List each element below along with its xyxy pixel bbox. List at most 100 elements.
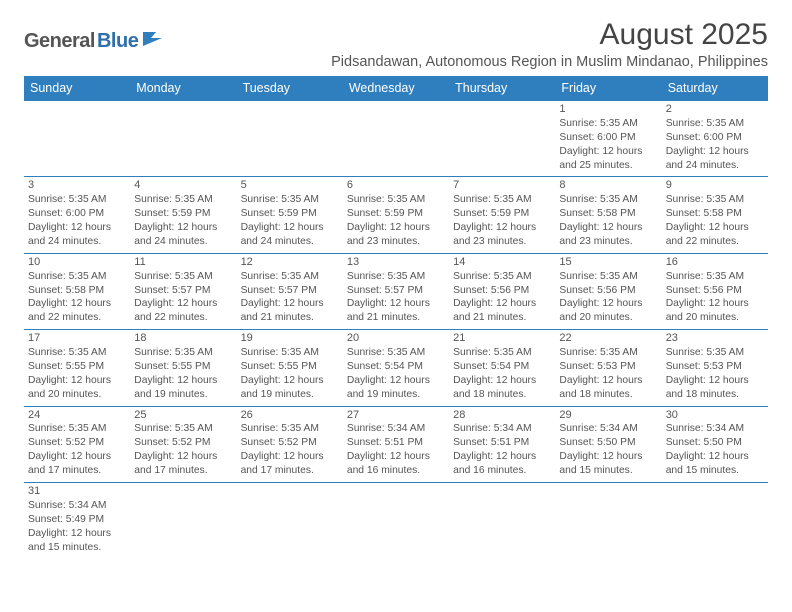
calendar-cell: 11Sunrise: 5:35 AMSunset: 5:57 PMDayligh…	[130, 253, 236, 329]
day-detail: Daylight: 12 hours	[666, 450, 764, 464]
calendar-cell	[237, 101, 343, 177]
day-detail: Daylight: 12 hours	[241, 450, 339, 464]
day-number: 9	[666, 178, 764, 193]
day-detail: and 15 minutes.	[28, 541, 126, 555]
day-detail: Sunrise: 5:35 AM	[559, 117, 657, 131]
day-number: 7	[453, 178, 551, 193]
month-title: August 2025	[331, 18, 768, 52]
day-detail: Sunset: 5:52 PM	[28, 436, 126, 450]
day-detail: and 25 minutes.	[559, 159, 657, 173]
calendar-table: SundayMondayTuesdayWednesdayThursdayFrid…	[24, 76, 768, 559]
weekday-header: Sunday	[24, 76, 130, 101]
day-detail: Daylight: 12 hours	[347, 374, 445, 388]
day-detail: Sunrise: 5:35 AM	[241, 270, 339, 284]
day-detail: Sunrise: 5:35 AM	[241, 193, 339, 207]
calendar-cell	[130, 483, 236, 559]
day-detail: Daylight: 12 hours	[453, 374, 551, 388]
day-detail: Daylight: 12 hours	[666, 374, 764, 388]
day-detail: and 15 minutes.	[666, 464, 764, 478]
day-detail: Sunset: 5:51 PM	[347, 436, 445, 450]
day-detail: and 18 minutes.	[666, 388, 764, 402]
calendar-cell: 5Sunrise: 5:35 AMSunset: 5:59 PMDaylight…	[237, 177, 343, 253]
day-detail: Sunset: 5:50 PM	[666, 436, 764, 450]
day-detail: and 22 minutes.	[28, 311, 126, 325]
day-detail: Sunrise: 5:35 AM	[347, 193, 445, 207]
day-detail: and 23 minutes.	[453, 235, 551, 249]
weekday-header: Thursday	[449, 76, 555, 101]
calendar-cell: 28Sunrise: 5:34 AMSunset: 5:51 PMDayligh…	[449, 406, 555, 482]
day-detail: and 24 minutes.	[241, 235, 339, 249]
calendar-cell	[343, 483, 449, 559]
day-detail: Sunrise: 5:35 AM	[666, 117, 764, 131]
calendar-cell: 9Sunrise: 5:35 AMSunset: 5:58 PMDaylight…	[662, 177, 768, 253]
day-detail: Sunset: 5:52 PM	[241, 436, 339, 450]
day-detail: and 21 minutes.	[241, 311, 339, 325]
day-number: 23	[666, 331, 764, 346]
day-detail: and 20 minutes.	[559, 311, 657, 325]
location-subtitle: Pidsandawan, Autonomous Region in Muslim…	[331, 54, 768, 70]
calendar-cell	[555, 483, 661, 559]
day-number: 14	[453, 255, 551, 270]
calendar-cell: 24Sunrise: 5:35 AMSunset: 5:52 PMDayligh…	[24, 406, 130, 482]
calendar-cell: 10Sunrise: 5:35 AMSunset: 5:58 PMDayligh…	[24, 253, 130, 329]
calendar-cell: 2Sunrise: 5:35 AMSunset: 6:00 PMDaylight…	[662, 101, 768, 177]
day-detail: Daylight: 12 hours	[241, 221, 339, 235]
day-detail: Sunrise: 5:34 AM	[453, 422, 551, 436]
day-number: 1	[559, 102, 657, 117]
day-detail: Daylight: 12 hours	[559, 450, 657, 464]
calendar-cell	[237, 483, 343, 559]
day-detail: and 20 minutes.	[28, 388, 126, 402]
calendar-cell: 6Sunrise: 5:35 AMSunset: 5:59 PMDaylight…	[343, 177, 449, 253]
day-detail: Sunset: 6:00 PM	[666, 131, 764, 145]
day-detail: Sunrise: 5:35 AM	[453, 346, 551, 360]
calendar-cell: 4Sunrise: 5:35 AMSunset: 5:59 PMDaylight…	[130, 177, 236, 253]
day-detail: Sunset: 5:58 PM	[559, 207, 657, 221]
day-detail: Sunrise: 5:35 AM	[28, 270, 126, 284]
day-detail: Daylight: 12 hours	[241, 297, 339, 311]
day-detail: and 18 minutes.	[453, 388, 551, 402]
calendar-cell: 8Sunrise: 5:35 AMSunset: 5:58 PMDaylight…	[555, 177, 661, 253]
day-detail: Daylight: 12 hours	[559, 145, 657, 159]
day-detail: Sunset: 5:57 PM	[241, 284, 339, 298]
day-detail: and 21 minutes.	[347, 311, 445, 325]
day-detail: Sunset: 5:52 PM	[134, 436, 232, 450]
calendar-cell: 23Sunrise: 5:35 AMSunset: 5:53 PMDayligh…	[662, 330, 768, 406]
day-detail: Sunrise: 5:35 AM	[559, 270, 657, 284]
day-detail: Sunset: 5:55 PM	[28, 360, 126, 374]
day-detail: and 20 minutes.	[666, 311, 764, 325]
day-detail: and 17 minutes.	[28, 464, 126, 478]
calendar-cell: 20Sunrise: 5:35 AMSunset: 5:54 PMDayligh…	[343, 330, 449, 406]
calendar-cell	[449, 483, 555, 559]
day-detail: Daylight: 12 hours	[559, 374, 657, 388]
day-detail: Sunrise: 5:35 AM	[28, 193, 126, 207]
day-detail: Sunrise: 5:35 AM	[241, 422, 339, 436]
day-detail: Sunrise: 5:35 AM	[134, 346, 232, 360]
day-detail: Daylight: 12 hours	[453, 450, 551, 464]
day-detail: Daylight: 12 hours	[28, 297, 126, 311]
day-detail: Daylight: 12 hours	[666, 221, 764, 235]
day-detail: Sunset: 5:56 PM	[453, 284, 551, 298]
day-detail: Sunrise: 5:34 AM	[347, 422, 445, 436]
logo-text-b: Blue	[97, 30, 138, 53]
weekday-header: Monday	[130, 76, 236, 101]
day-detail: Daylight: 12 hours	[134, 297, 232, 311]
title-block: August 2025 Pidsandawan, Autonomous Regi…	[331, 18, 768, 70]
day-number: 29	[559, 408, 657, 423]
day-detail: Sunrise: 5:35 AM	[559, 346, 657, 360]
day-detail: Daylight: 12 hours	[453, 297, 551, 311]
calendar-cell: 12Sunrise: 5:35 AMSunset: 5:57 PMDayligh…	[237, 253, 343, 329]
calendar-cell: 22Sunrise: 5:35 AMSunset: 5:53 PMDayligh…	[555, 330, 661, 406]
day-number: 19	[241, 331, 339, 346]
day-detail: and 18 minutes.	[559, 388, 657, 402]
flag-icon	[142, 31, 164, 52]
day-detail: Daylight: 12 hours	[134, 374, 232, 388]
day-number: 5	[241, 178, 339, 193]
day-number: 26	[241, 408, 339, 423]
day-detail: Sunset: 5:59 PM	[134, 207, 232, 221]
day-number: 6	[347, 178, 445, 193]
day-detail: and 17 minutes.	[134, 464, 232, 478]
day-detail: Sunset: 6:00 PM	[28, 207, 126, 221]
day-detail: Sunrise: 5:35 AM	[241, 346, 339, 360]
day-detail: Sunset: 5:59 PM	[453, 207, 551, 221]
day-detail: Sunrise: 5:35 AM	[28, 422, 126, 436]
